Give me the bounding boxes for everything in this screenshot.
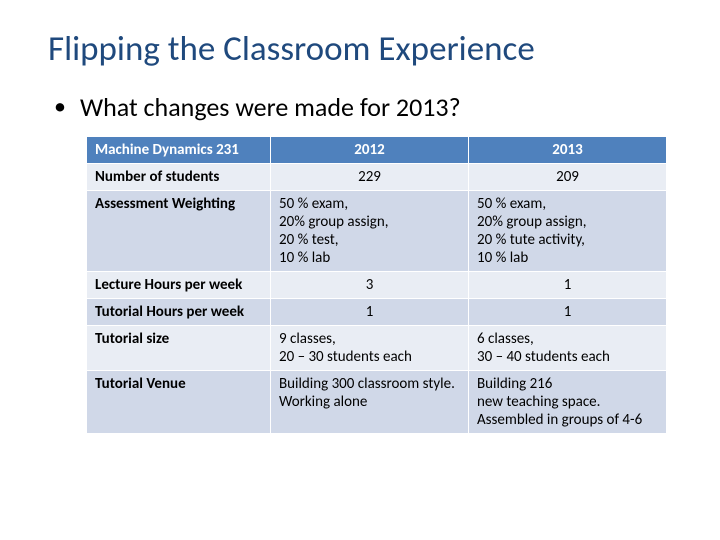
table-header-row: Machine Dynamics 231 2012 2013 (87, 137, 667, 164)
row-label: Assessment Weighting (87, 191, 271, 272)
cell-2013: 1 (469, 299, 667, 326)
row-label: Tutorial Venue (87, 371, 271, 434)
cell-2013: Building 216 new teaching space. Assembl… (469, 371, 667, 434)
table-row: Lecture Hours per week31 (87, 272, 667, 299)
cell-2012: 1 (271, 299, 469, 326)
table-row: Tutorial Hours per week11 (87, 299, 667, 326)
cell-2013: 209 (469, 164, 667, 191)
bullet-text: What changes were made for 2013? (80, 92, 461, 122)
row-label: Lecture Hours per week (87, 272, 271, 299)
cell-2012: 3 (271, 272, 469, 299)
table-row: Tutorial VenueBuilding 300 classroom sty… (87, 371, 667, 434)
header-2012: 2012 (271, 137, 469, 164)
cell-2012: Building 300 classroom style. Working al… (271, 371, 469, 434)
header-label: Machine Dynamics 231 (87, 137, 271, 164)
cell-2012: 229 (271, 164, 469, 191)
row-label: Tutorial Hours per week (87, 299, 271, 326)
slide: Flipping the Classroom Experience • What… (0, 0, 720, 540)
table-row: Tutorial size9 classes, 20 – 30 students… (87, 326, 667, 371)
comparison-table: Machine Dynamics 231 2012 2013 Number of… (86, 136, 667, 434)
cell-2012: 9 classes, 20 – 30 students each (271, 326, 469, 371)
row-label: Number of students (87, 164, 271, 191)
cell-2013: 50 % exam, 20% group assign, 20 % tute a… (469, 191, 667, 272)
bullet-dot-icon: • (54, 92, 66, 122)
table-row: Assessment Weighting50 % exam, 20% group… (87, 191, 667, 272)
bullet-item: • What changes were made for 2013? (54, 92, 672, 122)
table-row: Number of students229209 (87, 164, 667, 191)
cell-2013: 6 classes, 30 – 40 students each (469, 326, 667, 371)
cell-2013: 1 (469, 272, 667, 299)
header-2013: 2013 (469, 137, 667, 164)
slide-title: Flipping the Classroom Experience (48, 28, 672, 70)
row-label: Tutorial size (87, 326, 271, 371)
cell-2012: 50 % exam, 20% group assign, 20 % test, … (271, 191, 469, 272)
table-body: Machine Dynamics 231 2012 2013 Number of… (87, 137, 667, 434)
